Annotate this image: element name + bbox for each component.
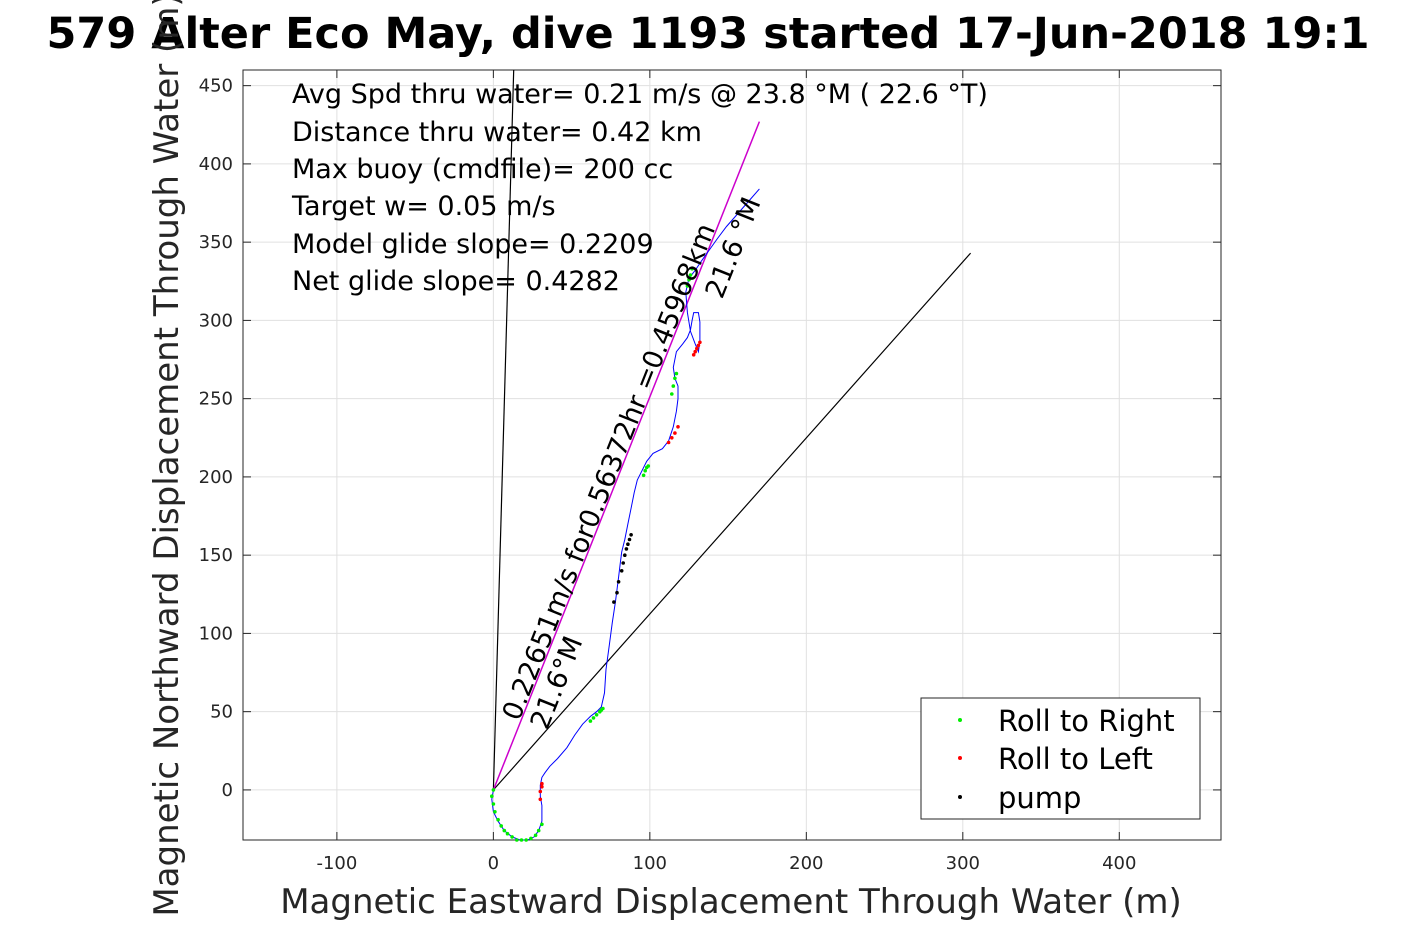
y-tick-label: 250: [199, 389, 233, 410]
roll-right-point: [502, 828, 507, 833]
pump-point: [621, 561, 625, 565]
pump-point: [616, 580, 621, 584]
pump-point: [612, 600, 616, 604]
y-tick-label: 300: [199, 310, 233, 331]
y-tick-label: 200: [199, 467, 233, 488]
x-tick-label: 0: [488, 853, 499, 874]
roll-right-point: [515, 838, 519, 842]
legend-label-pump: pump: [998, 781, 1081, 815]
roll-left-point: [693, 349, 697, 354]
data-series: [490, 69, 972, 842]
x-tick-label: 100: [633, 853, 667, 874]
roll-right-point: [641, 473, 646, 478]
y-tick-label: 450: [199, 76, 233, 97]
roll-left-point: [673, 431, 677, 435]
pump-point: [626, 542, 630, 546]
pump-point: [624, 547, 629, 551]
pump-point: [619, 569, 624, 573]
roll-right-point: [536, 828, 541, 833]
roll-left-point: [698, 340, 702, 345]
annotation-net-glide-slope: Net glide slope= 0.4282: [292, 266, 620, 297]
roll-left-point: [691, 353, 696, 357]
roll-right-point: [510, 835, 514, 839]
roll-right-point: [533, 833, 538, 838]
roll-left-point: [538, 789, 543, 794]
roll-right-point: [529, 836, 533, 841]
x-tick-label: -100: [316, 853, 357, 874]
x-tick-label: 300: [946, 853, 980, 874]
reference-line-2: [492, 252, 972, 791]
pump-point: [615, 590, 619, 595]
pump-point: [627, 537, 632, 542]
roll-left-point: [670, 436, 674, 440]
roll-right-point: [505, 831, 510, 836]
plot-area-frame: [242, 69, 1222, 841]
y-tick-label: 150: [199, 545, 233, 566]
legend-marker-roll-right: [958, 718, 962, 722]
x-axis-label: Magnetic Eastward Displacement Through W…: [280, 882, 1182, 922]
legend-marker-roll-left: [958, 756, 962, 760]
fit-line: [492, 121, 761, 791]
y-axis-label: Magnetic Northward Displacement Through …: [147, 0, 187, 917]
roll-right-point: [688, 273, 693, 277]
roll-left-point: [676, 425, 680, 429]
roll-right-point: [499, 824, 504, 828]
roll-right-point: [519, 838, 524, 842]
roll-right-point: [687, 277, 691, 282]
roll-right-point: [646, 464, 651, 468]
annotation-max-buoy: Max buoy (cmdfile)= 200 cc: [292, 154, 673, 185]
y-tick-label: 0: [222, 780, 233, 801]
y-tick-label: 400: [199, 154, 233, 175]
roll-right-point: [491, 802, 496, 806]
pump-point: [629, 533, 633, 537]
y-tick-label: 350: [199, 232, 233, 253]
roll-right-point: [643, 468, 647, 473]
annotation-distance: Distance thru water= 0.42 km: [292, 117, 702, 148]
roll-right-point: [594, 713, 599, 717]
legend-label-roll-left: Roll to Left: [998, 742, 1153, 776]
annotation-block: Avg Spd thru water= 0.21 m/s @ 23.8 °M (…: [291, 79, 988, 297]
roll-right-point: [591, 716, 596, 720]
roll-left-point: [540, 785, 544, 789]
axis-ticks: -100 0 100 200 300 400 0 50 100 150 200 250 300 350 40…: [199, 70, 1221, 874]
roll-right-point: [671, 384, 676, 388]
roll-right-point: [685, 284, 690, 288]
annotation-model-glide-slope: Model glide slope= 0.2209: [292, 229, 654, 260]
legend-label-roll-right: Roll to Right: [998, 704, 1175, 738]
chart-title: 579 Alter Eco May, dive 1193 started 17-…: [46, 9, 1369, 59]
y-tick-label: 50: [210, 702, 233, 723]
roll-left-point: [540, 781, 544, 786]
pump-point: [623, 553, 627, 557]
legend-box: [920, 697, 1201, 820]
roll-right-point: [670, 392, 674, 396]
grid: [243, 70, 1221, 840]
roll-left-point: [696, 343, 701, 348]
roll-right-point: [673, 376, 677, 381]
roll-left-point: [666, 440, 671, 445]
roll-right-point: [601, 706, 605, 711]
legend: Roll to Right Roll to Left pump: [920, 697, 1201, 820]
roll-right-point: [491, 788, 496, 792]
roll-left-point: [695, 346, 699, 351]
x-tick-label: 400: [1102, 853, 1136, 874]
roll-right-point: [674, 371, 679, 376]
roll-right-point: [493, 810, 497, 814]
roll-right-point: [690, 267, 694, 271]
legend-marker-pump: [958, 795, 962, 799]
y-tick-label: 100: [199, 623, 233, 644]
roll-right-point: [524, 838, 528, 842]
annotation-avg-speed: Avg Spd thru water= 0.21 m/s @ 23.8 °M (…: [292, 79, 988, 110]
roll-right-point: [490, 794, 494, 798]
x-tick-label: 200: [789, 853, 823, 874]
reference-line-1: [492, 69, 515, 790]
roll-right-point: [496, 817, 500, 822]
roll-right-point: [588, 719, 593, 723]
annotation-target-w: Target w= 0.05 m/s: [291, 191, 556, 222]
roll-left-point: [538, 797, 543, 802]
roll-right-point: [540, 822, 544, 827]
